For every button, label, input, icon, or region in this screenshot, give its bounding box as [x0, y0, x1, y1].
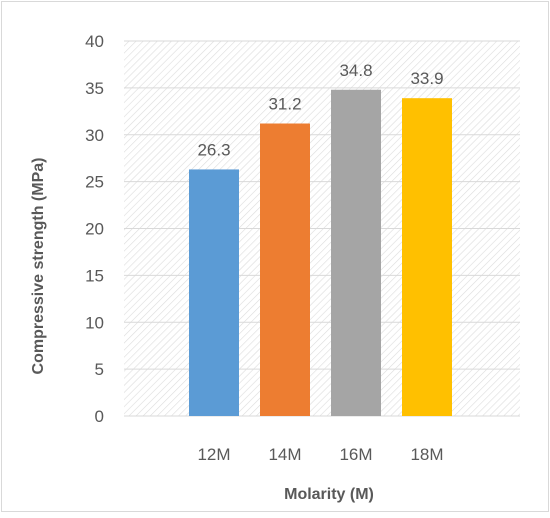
y-tick-label: 0 — [95, 407, 104, 426]
data-label: 33.9 — [410, 69, 443, 88]
y-axis-ticks: 0 5 10 15 20 25 30 35 40 — [85, 32, 104, 426]
data-label: 26.3 — [197, 140, 230, 159]
x-tick-label: 16M — [339, 445, 372, 464]
y-tick-label: 20 — [85, 220, 104, 239]
y-tick-label: 15 — [85, 266, 104, 285]
bar-14m — [260, 123, 310, 416]
y-tick-label: 40 — [85, 32, 104, 51]
data-label: 31.2 — [268, 95, 301, 114]
x-axis-ticks: 12M 14M 16M 18M — [197, 445, 443, 464]
y-tick-label: 5 — [95, 360, 104, 379]
x-tick-label: 12M — [197, 445, 230, 464]
bar-18m — [402, 98, 452, 416]
y-tick-label: 30 — [85, 126, 104, 145]
y-axis-title: Compressive strength (MPa) — [30, 158, 47, 375]
bars — [189, 89, 452, 416]
y-tick-label: 10 — [85, 313, 104, 332]
bar-16m — [331, 89, 381, 416]
x-tick-label: 18M — [410, 445, 443, 464]
x-tick-label: 14M — [268, 445, 301, 464]
y-tick-label: 25 — [85, 173, 104, 192]
bar-12m — [189, 169, 239, 416]
data-labels: 26.3 31.2 34.8 33.9 — [197, 61, 443, 160]
x-axis-title: Molarity (M) — [284, 486, 374, 503]
data-label: 34.8 — [339, 61, 372, 80]
y-tick-label: 35 — [85, 79, 104, 98]
